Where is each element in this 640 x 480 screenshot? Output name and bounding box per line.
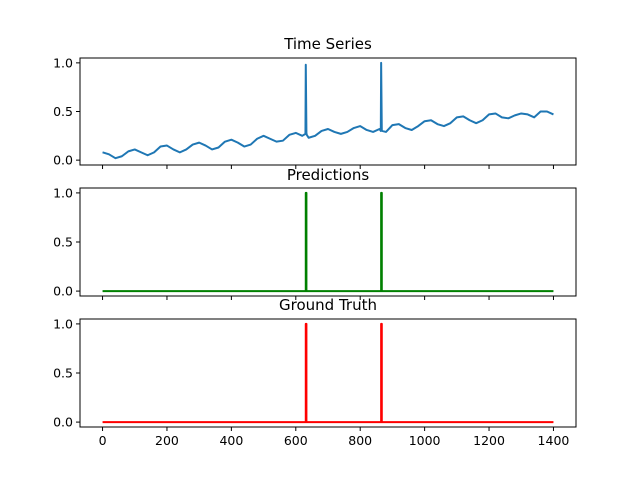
x-tick-label: 1000 xyxy=(409,433,441,448)
y-tick-label: 0.5 xyxy=(53,235,73,250)
x-tick-label: 800 xyxy=(348,433,372,448)
series-line xyxy=(102,191,554,293)
y-tick-label: 0.0 xyxy=(53,415,73,430)
x-tick-label: 0 xyxy=(99,433,107,448)
y-tick-label: 0.0 xyxy=(53,284,73,299)
y-tick-label: 0.0 xyxy=(53,153,73,168)
y-tick-label: 1.0 xyxy=(53,316,73,331)
plot-area-frame xyxy=(79,57,577,166)
plot-area-frame xyxy=(79,187,577,297)
y-tick-label: 1.0 xyxy=(53,55,73,70)
plot-area: 0.0 0.5 1.0 xyxy=(53,185,554,300)
plot-area-frame xyxy=(79,318,577,428)
x-tick-label: 600 xyxy=(284,433,308,448)
subplot-predictions: Predictions 0.0 0.5 1.0 xyxy=(53,166,577,300)
y-tick-label: 1.0 xyxy=(53,185,73,200)
subplot-title: Ground Truth xyxy=(279,296,377,314)
subplot-title: Time Series xyxy=(283,35,372,53)
series-line xyxy=(102,322,554,424)
x-tick-label: 400 xyxy=(219,433,243,448)
subplot-title: Predictions xyxy=(287,166,370,184)
subplot-ground-truth: Ground Truth 0.0 0.5 1.0 0 200 400 600 800 1000 1… xyxy=(53,296,577,448)
x-tick-label: 200 xyxy=(155,433,179,448)
subplot-time-series: Time Series 0.0 0.5 1.0 xyxy=(53,35,577,169)
x-tick-label: 1200 xyxy=(473,433,505,448)
x-tick-label: 1400 xyxy=(538,433,570,448)
plot-area: 0.0 0.5 1.0 xyxy=(53,55,554,169)
plot-area: 0.0 0.5 1.0 0 200 400 600 800 1000 1200 1400 xyxy=(53,316,569,448)
y-tick-label: 0.5 xyxy=(53,366,73,381)
y-tick-label: 0.5 xyxy=(53,104,73,119)
series-line xyxy=(102,61,554,160)
